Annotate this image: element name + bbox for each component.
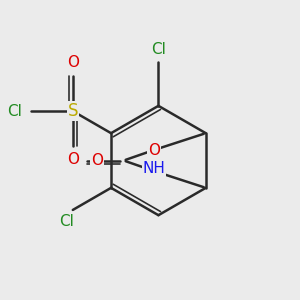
Text: O: O bbox=[67, 152, 79, 167]
Text: O: O bbox=[148, 142, 160, 158]
Text: Cl: Cl bbox=[7, 103, 22, 118]
Text: O: O bbox=[91, 153, 103, 168]
Text: S: S bbox=[68, 102, 78, 120]
Text: Cl: Cl bbox=[59, 214, 74, 229]
Text: NH: NH bbox=[142, 161, 165, 176]
Text: Cl: Cl bbox=[151, 42, 166, 57]
Text: O: O bbox=[67, 55, 79, 70]
